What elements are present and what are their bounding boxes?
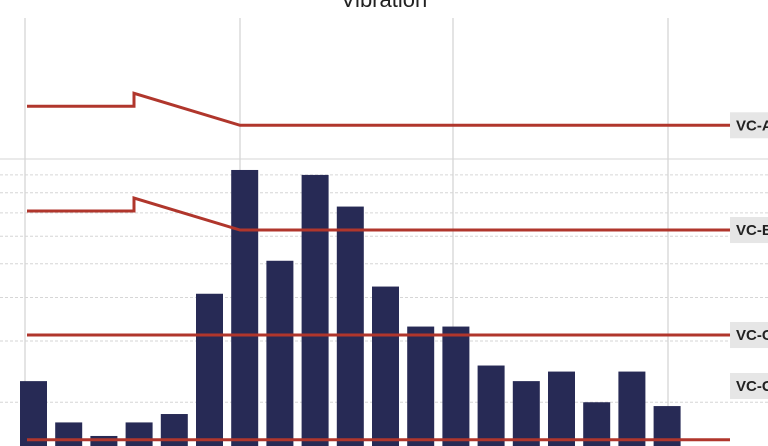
criterion-tag-vc-g: VC-G bbox=[736, 378, 768, 395]
bar-12 bbox=[407, 326, 435, 446]
criterion-tag-vc-b: VC-B bbox=[736, 222, 768, 239]
criterion-tag-bg-vc-g bbox=[730, 373, 768, 399]
chart-title: Vibration bbox=[341, 0, 427, 12]
criterion-tag-vc-a: VC-A bbox=[736, 117, 768, 134]
bar-2 bbox=[55, 422, 83, 446]
criterion-line-vc-b bbox=[27, 196, 730, 232]
bar-14 bbox=[477, 365, 505, 446]
criterion-tag-vc-c: VC-C bbox=[736, 327, 768, 344]
bars-layer bbox=[20, 169, 681, 446]
criterion-tag-bg-vc-b bbox=[730, 217, 768, 244]
bar-8 bbox=[266, 260, 294, 446]
criterion-tag-bg-vc-a bbox=[730, 112, 768, 139]
bar-18 bbox=[618, 371, 646, 446]
criterion-lines-layer bbox=[27, 91, 730, 442]
bar-13 bbox=[442, 326, 470, 446]
bar-16 bbox=[548, 371, 575, 446]
bar-10 bbox=[336, 206, 364, 446]
criterion-tag-bg-vc-c bbox=[730, 322, 768, 349]
criterion-labels-layer: VC-AVC-BVC-CVC-DVC-EVC-FVC-G bbox=[730, 112, 768, 399]
bar-15 bbox=[512, 381, 540, 446]
bar-11 bbox=[372, 286, 399, 446]
bar-1 bbox=[20, 381, 47, 446]
criterion-line-vc-a bbox=[27, 91, 730, 127]
bar-4 bbox=[125, 422, 153, 446]
bar-9 bbox=[301, 174, 329, 446]
bar-7 bbox=[231, 169, 259, 446]
bar-6 bbox=[196, 293, 223, 446]
